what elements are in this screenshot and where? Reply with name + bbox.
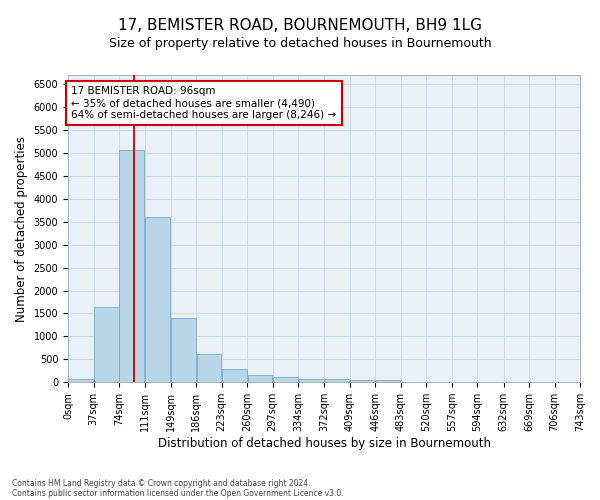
Bar (222, 369, 247, 382)
Text: 17 BEMISTER ROAD: 96sqm
← 35% of detached houses are smaller (4,490)
64% of semi: 17 BEMISTER ROAD: 96sqm ← 35% of detache… (71, 86, 337, 120)
Bar (197, 354, 221, 382)
Bar (145, 217, 170, 382)
Text: 17, BEMISTER ROAD, BOURNEMOUTH, BH9 1LG: 17, BEMISTER ROAD, BOURNEMOUTH, BH9 1LG (118, 18, 482, 32)
Bar (273, 377, 298, 382)
Bar (94, 306, 119, 382)
Bar (119, 150, 144, 382)
Bar (68, 379, 93, 382)
Bar (376, 380, 400, 382)
Bar (299, 379, 324, 382)
Bar (325, 380, 349, 382)
Y-axis label: Number of detached properties: Number of detached properties (15, 136, 28, 322)
Bar (248, 375, 272, 382)
Bar (350, 380, 375, 382)
Text: Contains public sector information licensed under the Open Government Licence v3: Contains public sector information licen… (12, 488, 344, 498)
Text: Size of property relative to detached houses in Bournemouth: Size of property relative to detached ho… (109, 38, 491, 51)
Bar (171, 318, 196, 382)
Text: Contains HM Land Registry data © Crown copyright and database right 2024.: Contains HM Land Registry data © Crown c… (12, 478, 311, 488)
X-axis label: Distribution of detached houses by size in Bournemouth: Distribution of detached houses by size … (158, 437, 491, 450)
